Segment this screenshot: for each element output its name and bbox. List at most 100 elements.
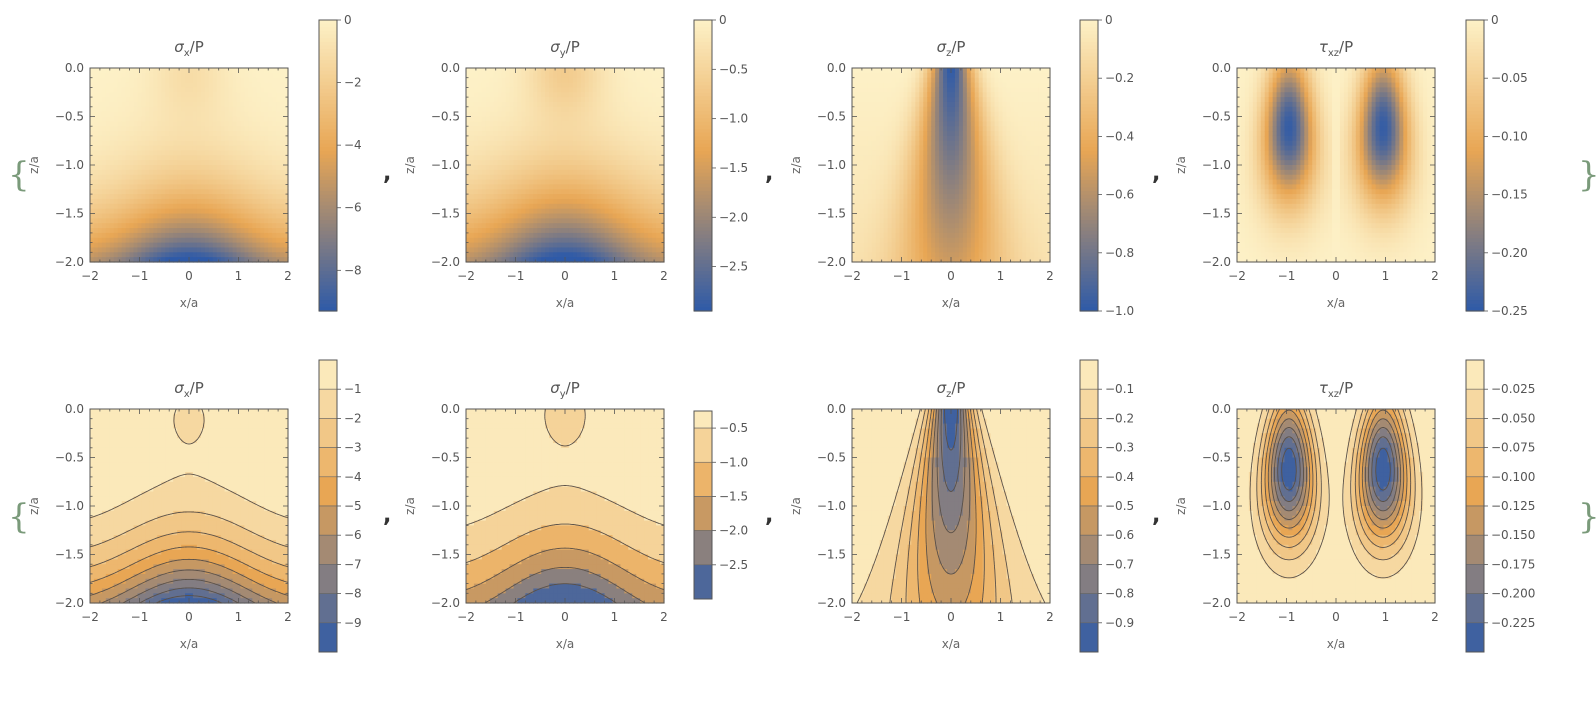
list-brace-left: {: [8, 155, 30, 195]
list-separator: ,: [765, 503, 773, 528]
x-tick-label: 2: [1046, 610, 1054, 624]
colorbar-tick-label: −3: [344, 441, 362, 455]
contour-line: [484, 566, 646, 604]
field-image: [852, 409, 1051, 604]
colorbar-tick-label: −5: [344, 499, 362, 513]
x-tick-label: 0: [1332, 610, 1340, 624]
y-axis-label: z/a: [1174, 497, 1188, 515]
y-tick-label: −1.0: [1202, 499, 1231, 513]
y-axis-label: z/a: [789, 156, 803, 174]
y-tick-label: −0.5: [55, 451, 84, 465]
y-tick-label: −1.0: [817, 158, 846, 172]
x-tick-label: 2: [660, 269, 668, 283]
contour-line: [936, 408, 966, 534]
x-tick-label: −1: [507, 269, 525, 283]
x-tick-label: −2: [843, 610, 861, 624]
colorbar-tick-label: 0: [1491, 13, 1499, 27]
y-tick-label: −0.5: [431, 110, 460, 124]
colorbar-tick-label: −0.6: [1105, 188, 1134, 202]
x-tick-label: −2: [843, 269, 861, 283]
colorbar-tick-label: 0: [344, 13, 352, 27]
x-tick-label: 1: [611, 269, 619, 283]
colorbar-tick-label: 0: [1105, 13, 1113, 27]
colorbar-tick-label: −0.2: [1105, 411, 1134, 425]
colorbar-tick-label: −2.5: [719, 558, 748, 572]
colorbar: 0 −2 −4 −6 −8: [318, 13, 362, 312]
colorbar-tick-label: −0.025: [1491, 382, 1535, 396]
contour-line: [889, 408, 1013, 604]
contour-line: [100, 569, 278, 604]
colorbar-tick-label: −1.5: [719, 489, 748, 503]
list-separator: ,: [383, 503, 391, 528]
y-tick-label: −2.0: [55, 255, 84, 269]
y-tick-label: −1.5: [55, 207, 84, 221]
y-tick-label: 0.0: [827, 402, 846, 416]
colorbar-tick-label: −0.20: [1491, 246, 1528, 260]
contour-line: [931, 408, 971, 575]
contour-line: [1273, 427, 1399, 512]
colorbar-tick-label: −0.125: [1491, 499, 1535, 513]
contour-line: [1277, 436, 1395, 502]
x-axis-label: x/a: [942, 296, 961, 310]
y-tick-label: −1.5: [431, 207, 460, 221]
y-tick-label: −1.0: [431, 158, 460, 172]
contour-line: [513, 583, 617, 604]
colorbar-tick-label: −0.1: [1105, 382, 1134, 396]
contour-line: [925, 408, 977, 604]
y-tick-label: 0.0: [65, 402, 84, 416]
x-tick-label: 0: [1332, 269, 1340, 283]
contour-line: [1270, 418, 1402, 520]
y-tick-label: −0.5: [817, 451, 846, 465]
colorbar-tick-label: −0.8: [1105, 587, 1134, 601]
contour-line: [89, 408, 289, 519]
x-axis-label: x/a: [1327, 296, 1346, 310]
contour-line: [1260, 408, 1412, 548]
x-tick-label: 1: [997, 269, 1005, 283]
contour-line: [465, 523, 665, 564]
y-tick-label: −0.5: [1202, 451, 1231, 465]
x-tick-label: −2: [81, 610, 99, 624]
plot-title: σy/P: [550, 379, 580, 400]
x-axis-label: x/a: [1327, 637, 1346, 651]
y-tick-label: 0.0: [1212, 61, 1231, 75]
list-separator: ,: [383, 161, 391, 186]
x-tick-label: −1: [893, 610, 911, 624]
x-tick-label: 1: [1382, 610, 1390, 624]
colorbar-tick-label: −2.0: [719, 210, 748, 224]
colorbar-tick-label: −0.050: [1491, 411, 1535, 425]
colorbar-tick-label: −1.0: [1105, 304, 1134, 318]
colorbar-tick-label: −0.5: [719, 421, 748, 435]
plot-contour-sx: −2 −1 0 1 2 0.0 −0.5 −1.0 −1.5 −2.0 x/a z/a σx/P −1 −2…: [27, 359, 362, 653]
x-tick-label: 1: [1382, 269, 1390, 283]
y-tick-label: 0.0: [441, 61, 460, 75]
y-axis-label: z/a: [403, 156, 417, 174]
y-tick-label: −2.0: [1202, 255, 1231, 269]
contour-line: [1256, 408, 1416, 561]
x-tick-label: 2: [660, 610, 668, 624]
x-axis-label: x/a: [556, 637, 575, 651]
x-tick-label: −2: [1228, 269, 1246, 283]
x-axis-label: x/a: [942, 637, 961, 651]
colorbar-tick-label: −0.175: [1491, 557, 1535, 571]
x-tick-label: −1: [1278, 269, 1296, 283]
plot-title: σy/P: [550, 38, 580, 59]
contour-lines: [1249, 408, 1423, 579]
x-tick-label: 2: [1431, 269, 1439, 283]
colorbar-tick-label: −1: [344, 382, 362, 396]
colorbar-tick-label: −2: [344, 411, 362, 425]
list-brace-right: }: [1578, 155, 1596, 195]
field-image: [90, 68, 289, 263]
colorbar-tick-label: −4: [344, 138, 362, 152]
plot-title: τxz/P: [1319, 38, 1353, 59]
colorbar-tick-label: −0.6: [1105, 528, 1134, 542]
x-tick-label: −1: [1278, 610, 1296, 624]
colorbar-tick-label: −4: [344, 470, 362, 484]
colorbar: −0.1 −0.2 −0.3 −0.4 −0.5 −0.6 −0.7 −0.8 −0.9: [1079, 359, 1134, 653]
x-tick-label: −1: [893, 269, 911, 283]
list-separator: ,: [1152, 161, 1160, 186]
contour-line: [1267, 409, 1405, 529]
x-tick-label: −2: [457, 269, 475, 283]
y-tick-label: −0.5: [1202, 110, 1231, 124]
contour-lines: [89, 408, 289, 604]
